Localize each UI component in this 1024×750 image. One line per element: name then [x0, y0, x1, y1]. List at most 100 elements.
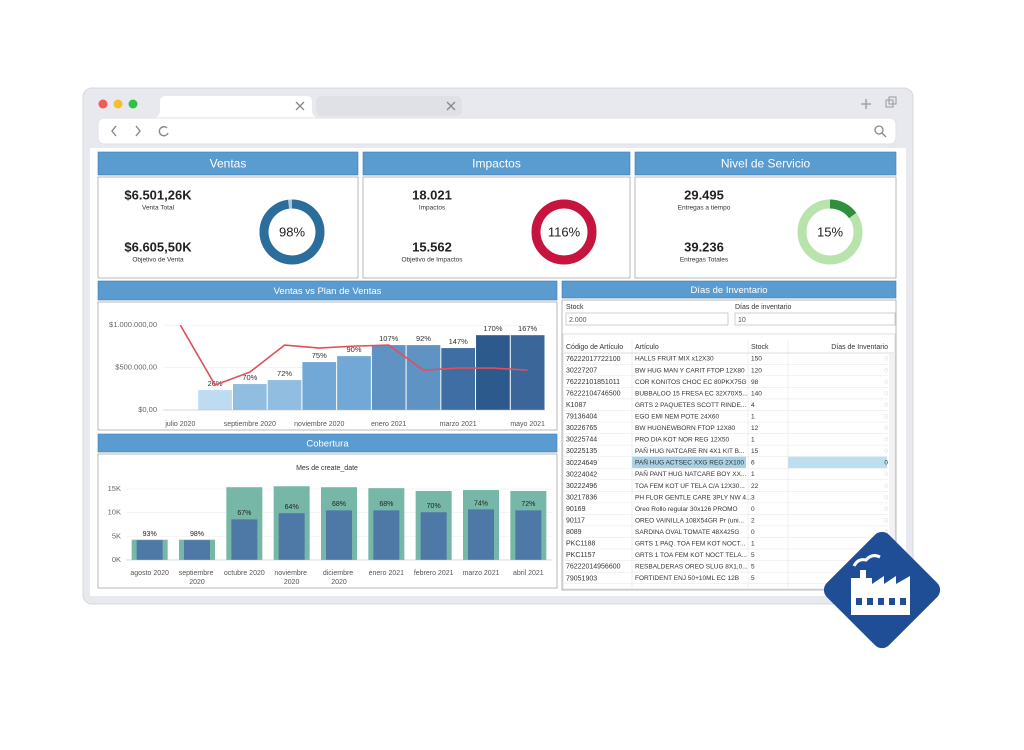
new-tab[interactable] — [861, 99, 871, 109]
table-cell[interactable]: 3 — [751, 494, 755, 501]
table-cell[interactable]: PAÑ PANT HUG NATCARE BOY XX... — [635, 469, 747, 478]
table-cell[interactable]: BW HUG MAN Y CARIT FTOP 12X80 — [635, 367, 745, 374]
table-cell[interactable]: GRTS 1 TOA FEM KOT NOCT TELA... — [635, 552, 747, 559]
maximize-dot[interactable] — [128, 99, 138, 109]
table-cell[interactable]: 1 — [751, 541, 755, 548]
table-cell[interactable]: 98 — [751, 379, 759, 386]
address-bar[interactable] — [97, 117, 897, 145]
table-cell[interactable]: 15 — [751, 448, 759, 455]
factory-icon — [851, 570, 910, 615]
table-cell[interactable]: 76222014956600 — [566, 564, 621, 571]
close-dot[interactable] — [98, 99, 108, 109]
minimize-dot[interactable] — [113, 99, 123, 109]
table-cell[interactable]: GRTS 1 PAQ. TOA FEM KOT NOCT... — [635, 541, 745, 548]
table-cell[interactable]: 30225135 — [566, 448, 597, 455]
table-cell[interactable]: 0 — [884, 506, 888, 513]
table-cell[interactable]: GRTS 2 PAQUETES SCOTT RINDE... — [635, 402, 746, 409]
table-cell[interactable]: 0 — [884, 425, 888, 432]
x-tick-label: diciembre 2020 — [323, 570, 355, 586]
table-cell[interactable]: 0 — [751, 506, 755, 513]
filter-input[interactable] — [565, 312, 729, 326]
table-cell[interactable]: PKC1188 — [566, 541, 596, 548]
table-cell[interactable]: 0 — [884, 483, 888, 490]
table-cell[interactable]: 1 — [751, 413, 755, 420]
inactive-tab[interactable] — [316, 96, 462, 116]
table-cell[interactable]: 0 — [884, 460, 888, 467]
x-tick-label: julio 2020 — [164, 421, 195, 428]
table-cell[interactable]: 6 — [751, 460, 755, 467]
search-icon[interactable] — [874, 125, 884, 135]
tab-close[interactable] — [295, 101, 305, 111]
table-cell[interactable]: 30227207 — [566, 367, 597, 374]
table-cell[interactable]: 1 — [751, 437, 755, 444]
table-cell[interactable]: 2 — [751, 517, 755, 524]
table-cell[interactable]: 0 — [751, 529, 755, 536]
table-cell[interactable]: 0 — [884, 402, 888, 409]
back-button[interactable] — [111, 125, 117, 137]
table-cell[interactable]: 90117 — [566, 518, 585, 525]
x-tick-label: febrero 2021 — [414, 570, 454, 577]
table-cell[interactable]: 76222104746500 — [566, 390, 621, 397]
table-cell[interactable]: SARDINA OVAL TOMATE 48X425G — [635, 529, 739, 536]
table-cell[interactable]: RESBALDERAS OREO SLUG 8X1,0... — [635, 564, 748, 571]
table-cell[interactable]: 0 — [884, 379, 888, 386]
table-cell[interactable]: HALLS FRUIT MIX x12X30 — [635, 356, 714, 363]
table-cell[interactable]: BUBBALOO 15 FRESA EC 32X70X5... — [635, 390, 748, 397]
filter-input[interactable] — [734, 312, 896, 326]
table-cell[interactable]: 4 — [751, 402, 755, 409]
table-cell[interactable]: PKC1157 — [566, 552, 596, 559]
table-cell[interactable]: PAÑ HUG NATCARE RN 4X1 KIT B... — [635, 446, 745, 455]
table-cell[interactable]: 0 — [884, 367, 888, 374]
table-cell[interactable]: 150 — [751, 356, 762, 363]
table-cell[interactable]: 22 — [751, 483, 759, 490]
table-cell[interactable]: 0 — [884, 517, 888, 524]
table-cell[interactable]: OREO VAINILLA 108X54GR Pr (uni... — [635, 517, 744, 524]
table-cell[interactable]: 1 — [751, 471, 755, 478]
table-cell[interactable]: 0 — [884, 437, 888, 444]
table-cell[interactable]: FORTIDENT ENJ 50+10ML EC 12B — [635, 575, 739, 582]
table-cell[interactable]: 0 — [884, 413, 888, 420]
table-cell[interactable]: 30226765 — [566, 425, 597, 432]
table-cell[interactable]: 76222101851011 — [566, 379, 620, 386]
table-cell[interactable]: K1087 — [566, 402, 586, 409]
table-cell[interactable]: 30224649 — [566, 460, 597, 467]
reload-button[interactable] — [158, 126, 169, 137]
table-cell[interactable]: 0 — [884, 494, 888, 501]
panel-title: Cobertura — [306, 439, 349, 450]
table-cell[interactable]: PH FLOR GENTLE CARE 3PLY NW 4... — [635, 494, 752, 501]
table-cell[interactable]: 0 — [884, 471, 888, 478]
table-cell[interactable]: 76222017722100 — [566, 356, 621, 363]
table-cell[interactable]: 12 — [751, 425, 759, 432]
table-cell[interactable]: 0 — [884, 390, 888, 397]
table-cell[interactable]: 0 — [884, 356, 888, 363]
table-cell[interactable]: 120 — [751, 367, 762, 374]
table-cell[interactable]: PAÑ HUG ACTSEC XXG REG 2X100 — [635, 458, 744, 467]
table-cell[interactable]: 5 — [751, 552, 755, 559]
bar — [373, 510, 400, 560]
table-cell[interactable]: 140 — [751, 390, 762, 397]
table-cell[interactable]: 79051903 — [566, 575, 597, 582]
tab-close[interactable] — [446, 101, 456, 111]
table-cell[interactable]: 30222496 — [566, 483, 597, 490]
table-cell[interactable]: 0 — [884, 529, 888, 536]
bar — [278, 513, 305, 560]
table-cell[interactable]: BW HUGNEWBORN FTOP 12X80 — [635, 425, 736, 432]
active-tab[interactable] — [152, 96, 320, 118]
forward-button[interactable] — [135, 125, 141, 137]
table-cell[interactable]: Oreo Rollo regular 30x126 PROMO — [635, 506, 738, 513]
table-cell[interactable]: 5 — [751, 564, 755, 571]
table-cell[interactable]: EGO EMI NEM POTE 24X60 — [635, 413, 720, 420]
table-cell[interactable]: 90169 — [566, 506, 586, 513]
table-cell[interactable]: COR KONITOS CHOC EC 80PKX75G — [635, 379, 747, 386]
table-cell[interactable]: 30217836 — [566, 494, 597, 501]
table-cell[interactable]: 0 — [884, 448, 888, 455]
table-cell[interactable]: TOA FEM KOT UF TELA C/A 12X30... — [635, 483, 745, 490]
table-cell[interactable]: 8089 — [566, 529, 582, 536]
table-cell[interactable]: 5 — [751, 575, 755, 582]
table-cell[interactable]: PRO DIA KOT NOR REG 12X50 — [635, 437, 730, 444]
kpi-value: 39.236 — [684, 239, 724, 254]
bar — [302, 362, 337, 410]
table-cell[interactable]: 30224042 — [566, 471, 597, 478]
table-cell[interactable]: 30225744 — [566, 437, 597, 444]
table-cell[interactable]: 79136404 — [566, 414, 597, 421]
